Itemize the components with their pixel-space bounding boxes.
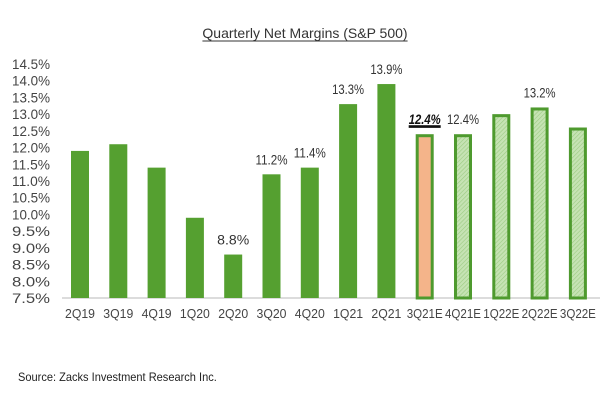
- y-tick-label: 7.5%: [12, 290, 50, 306]
- x-tick-label: 3Q22E: [560, 307, 596, 321]
- y-tick-label: 13.0%: [12, 106, 50, 122]
- y-tick-label: 9.5%: [12, 223, 50, 239]
- bar-estimate: [568, 127, 587, 300]
- bar: [109, 144, 128, 298]
- x-tick-label: 3Q20: [257, 307, 287, 321]
- y-tick-label: 8.5%: [12, 257, 50, 273]
- bar: [377, 84, 396, 298]
- y-tick-label: 11.5%: [12, 156, 50, 172]
- bar: [262, 174, 281, 298]
- data-label: 13.3%: [332, 82, 364, 97]
- y-tick-label: 14.5%: [12, 56, 50, 72]
- bar: [339, 104, 358, 298]
- x-tick-label: 4Q21E: [445, 307, 481, 321]
- x-tick-label: 4Q19: [142, 307, 172, 321]
- x-tick-label: 1Q21: [333, 307, 363, 321]
- y-tick-label: 10.5%: [12, 190, 50, 206]
- bar-estimate: [454, 134, 472, 300]
- bar-estimate: [492, 114, 511, 300]
- chart-title: Quarterly Net Margins (S&P 500): [202, 25, 407, 41]
- data-label: 12.4%: [447, 112, 479, 127]
- data-label: 13.2%: [524, 85, 556, 100]
- x-tick-label: 4Q20: [295, 307, 325, 321]
- x-tick-label: 2Q20: [218, 307, 248, 321]
- bar: [300, 167, 319, 298]
- data-label: 13.9%: [370, 62, 402, 77]
- y-tick-label: 12.5%: [12, 123, 50, 139]
- bar: [224, 254, 243, 298]
- y-tick-label: 14.0%: [12, 73, 50, 89]
- x-tick-label: 1Q22E: [483, 307, 519, 321]
- x-tick-label: 2Q21: [371, 307, 401, 321]
- bar: [71, 150, 89, 298]
- bar-estimate: [415, 134, 434, 300]
- y-tick-label: 8.0%: [12, 273, 50, 289]
- y-tick-label: 9.0%: [12, 240, 50, 256]
- y-tick-label: 12.0%: [12, 140, 50, 156]
- source-note: Source: Zacks Investment Research Inc.: [18, 370, 217, 384]
- x-tick-label: 1Q20: [180, 307, 210, 321]
- y-tick-label: 11.0%: [12, 173, 50, 189]
- data-label: 12.4%: [409, 112, 441, 127]
- x-tick-label: 3Q19: [103, 307, 133, 321]
- data-label: 8.8%: [217, 233, 249, 248]
- data-label: 11.2%: [256, 152, 288, 167]
- x-tick-label: 2Q19: [65, 307, 95, 321]
- y-tick-label: 13.5%: [12, 89, 50, 105]
- y-tick-label: 10.0%: [12, 206, 50, 222]
- bar: [147, 167, 166, 298]
- bar: [185, 217, 204, 298]
- bar-estimate: [530, 107, 549, 300]
- data-label: 11.4%: [294, 146, 326, 161]
- x-tick-label: 2Q22E: [522, 307, 558, 321]
- x-tick-label: 3Q21E: [407, 307, 443, 321]
